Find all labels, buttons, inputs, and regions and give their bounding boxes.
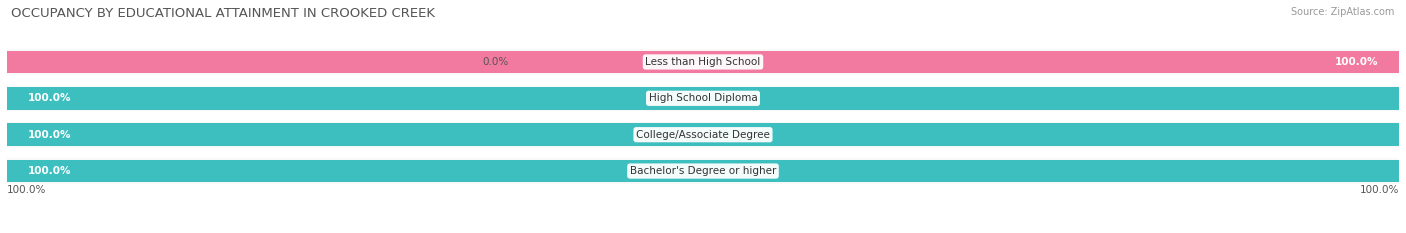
FancyBboxPatch shape	[7, 122, 1399, 147]
Text: High School Diploma: High School Diploma	[648, 93, 758, 103]
FancyBboxPatch shape	[7, 86, 1399, 111]
Text: OCCUPANCY BY EDUCATIONAL ATTAINMENT IN CROOKED CREEK: OCCUPANCY BY EDUCATIONAL ATTAINMENT IN C…	[11, 7, 436, 20]
Text: 100.0%: 100.0%	[7, 185, 46, 195]
Text: Bachelor's Degree or higher: Bachelor's Degree or higher	[630, 166, 776, 176]
Bar	[7, 160, 1399, 182]
Bar	[7, 87, 1399, 110]
Text: College/Associate Degree: College/Associate Degree	[636, 130, 770, 140]
Text: 100.0%: 100.0%	[28, 93, 72, 103]
Text: Less than High School: Less than High School	[645, 57, 761, 67]
Text: 100.0%: 100.0%	[1360, 185, 1399, 195]
Text: Source: ZipAtlas.com: Source: ZipAtlas.com	[1291, 7, 1395, 17]
Text: 0.0%: 0.0%	[482, 57, 508, 67]
Bar	[7, 87, 1399, 110]
FancyBboxPatch shape	[7, 49, 1399, 75]
Bar	[7, 123, 1399, 146]
Bar	[7, 51, 1399, 73]
Text: 100.0%: 100.0%	[28, 130, 72, 140]
Text: 100.0%: 100.0%	[28, 166, 72, 176]
FancyBboxPatch shape	[7, 158, 1399, 184]
Text: 100.0%: 100.0%	[1334, 57, 1378, 67]
Bar	[7, 123, 1399, 146]
Bar	[7, 160, 1399, 182]
Bar	[7, 51, 1399, 73]
